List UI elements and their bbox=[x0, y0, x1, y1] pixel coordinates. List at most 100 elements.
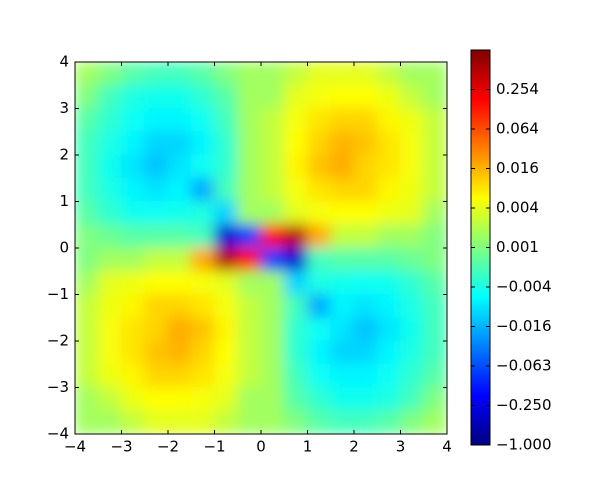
heatmap-cell bbox=[423, 363, 447, 388]
heatmap-cell bbox=[260, 62, 285, 86]
heatmap-cell bbox=[376, 131, 401, 156]
plot-area bbox=[75, 62, 447, 434]
heatmap-cell bbox=[75, 410, 99, 434]
heatmap-cell bbox=[121, 363, 146, 388]
heatmap-cell bbox=[237, 247, 262, 272]
y-tick-label: −1 bbox=[47, 285, 69, 303]
heatmap-cell bbox=[330, 224, 355, 249]
heatmap-cell bbox=[353, 270, 378, 295]
heatmap-cell bbox=[260, 131, 285, 156]
heatmap-cell bbox=[121, 177, 146, 202]
heatmap-cell bbox=[237, 154, 262, 179]
heatmap-cell bbox=[214, 154, 239, 179]
heatmap-cell bbox=[121, 224, 146, 249]
colorbar-tick-label: 0.064 bbox=[496, 120, 539, 138]
colorbar-tick-label: −0.250 bbox=[496, 396, 552, 414]
heatmap-cell bbox=[353, 340, 378, 365]
heatmap-cell bbox=[97, 84, 122, 109]
heatmap-cell bbox=[353, 84, 378, 109]
heatmap-cell bbox=[353, 387, 378, 412]
heatmap-cell bbox=[97, 224, 122, 249]
heatmap-cell bbox=[190, 247, 215, 272]
x-tick-label: −2 bbox=[157, 438, 179, 456]
heatmap-cell bbox=[75, 224, 99, 249]
heatmap-cell bbox=[423, 154, 447, 179]
heatmap-cell bbox=[167, 62, 192, 86]
heatmap-cell bbox=[307, 177, 332, 202]
heatmap-cell bbox=[190, 108, 215, 133]
heatmap-cell bbox=[423, 201, 447, 226]
heatmap-cell bbox=[283, 154, 308, 179]
heatmap-cell bbox=[97, 177, 122, 202]
heatmap-cell bbox=[237, 317, 262, 342]
heatmap-cell bbox=[144, 154, 169, 179]
heatmap-cell bbox=[75, 270, 99, 295]
heatmap-cell bbox=[237, 84, 262, 109]
heatmap-cell bbox=[423, 108, 447, 133]
heatmap-cell bbox=[400, 247, 425, 272]
heatmap-cell bbox=[167, 270, 192, 295]
heatmap-cell bbox=[167, 363, 192, 388]
heatmap-cell bbox=[75, 154, 99, 179]
heatmap-cell bbox=[97, 108, 122, 133]
heatmap-cell bbox=[283, 270, 308, 295]
heatmap-cell bbox=[307, 363, 332, 388]
heatmap-cell bbox=[353, 224, 378, 249]
heatmap-cell bbox=[307, 201, 332, 226]
heatmap-cell bbox=[376, 108, 401, 133]
heatmap-cell bbox=[260, 317, 285, 342]
heatmap-cell bbox=[376, 363, 401, 388]
heatmap-cell bbox=[283, 410, 308, 434]
heatmap-cell bbox=[260, 294, 285, 319]
heatmap-cell bbox=[144, 131, 169, 156]
heatmap-cell bbox=[283, 247, 308, 272]
y-tick-label: 2 bbox=[59, 146, 69, 164]
heatmap-cell bbox=[400, 363, 425, 388]
heatmap-cell bbox=[75, 317, 99, 342]
heatmap-cell bbox=[260, 247, 285, 272]
heatmap-cell bbox=[190, 224, 215, 249]
heatmap-cell bbox=[190, 201, 215, 226]
heatmap-cell bbox=[167, 410, 192, 434]
heatmap-cell bbox=[214, 131, 239, 156]
heatmap-cell bbox=[167, 224, 192, 249]
heatmap-cell bbox=[400, 201, 425, 226]
heatmap-cell bbox=[376, 270, 401, 295]
heatmap-cell bbox=[376, 154, 401, 179]
y-tick-label: 3 bbox=[59, 99, 69, 117]
colorbar-tick-label: 0.016 bbox=[496, 159, 539, 177]
heatmap-cell bbox=[214, 294, 239, 319]
heatmap-cell bbox=[400, 154, 425, 179]
heatmap-cell bbox=[353, 247, 378, 272]
heatmap-cell bbox=[353, 131, 378, 156]
heatmap-cell bbox=[97, 154, 122, 179]
colorbar-tick-label: −0.063 bbox=[496, 357, 552, 375]
heatmap-cell bbox=[330, 294, 355, 319]
heatmap-cell bbox=[190, 363, 215, 388]
heatmap-cell bbox=[423, 317, 447, 342]
heatmap-cell bbox=[121, 62, 146, 86]
heatmap-cell bbox=[330, 177, 355, 202]
heatmap-cell bbox=[376, 224, 401, 249]
heatmap-cell bbox=[190, 62, 215, 86]
heatmap-cell bbox=[214, 177, 239, 202]
heatmap-cell bbox=[307, 131, 332, 156]
heatmap-cell bbox=[307, 317, 332, 342]
heatmap-cell bbox=[144, 247, 169, 272]
heatmap-cell bbox=[97, 62, 122, 86]
heatmap-cell bbox=[144, 294, 169, 319]
heatmap-cell bbox=[144, 387, 169, 412]
heatmap-cell bbox=[167, 317, 192, 342]
heatmap-cell bbox=[353, 317, 378, 342]
heatmap-cell bbox=[307, 340, 332, 365]
colorbar-tick-label: −1.000 bbox=[496, 436, 552, 454]
heatmap-cell bbox=[75, 131, 99, 156]
heatmap-cell bbox=[97, 201, 122, 226]
heatmap-cell bbox=[167, 131, 192, 156]
heatmap-cell bbox=[376, 387, 401, 412]
heatmap-cell bbox=[190, 270, 215, 295]
x-tick-label: −3 bbox=[110, 438, 132, 456]
heatmap-cell bbox=[283, 294, 308, 319]
heatmap-cell bbox=[423, 340, 447, 365]
heatmap-cell bbox=[75, 201, 99, 226]
